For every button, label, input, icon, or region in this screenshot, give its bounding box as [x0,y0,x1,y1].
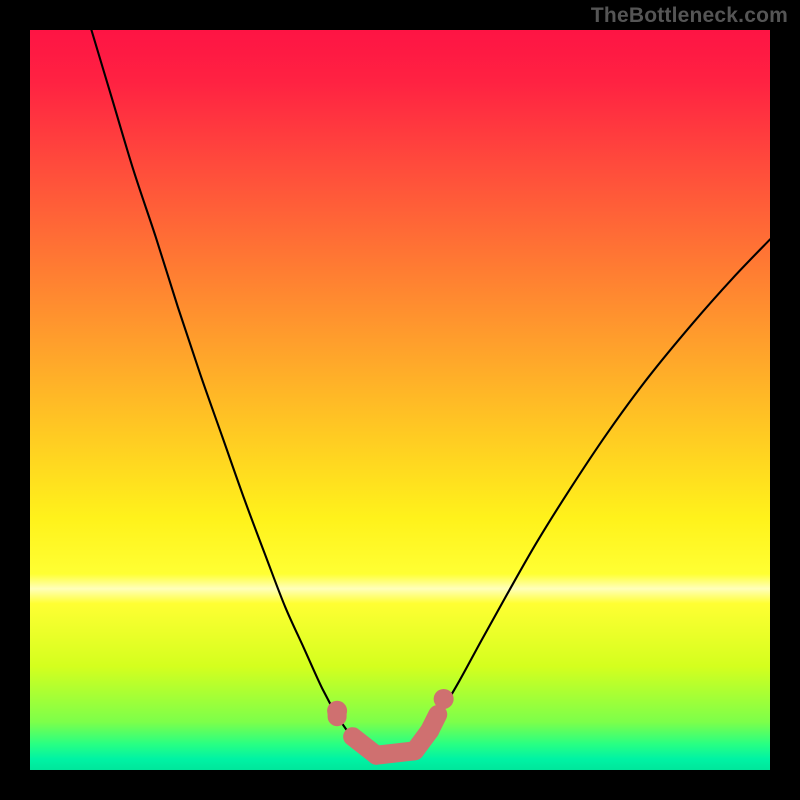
salmon-dot [327,701,347,721]
salmon-dot [434,689,454,709]
plot-gradient-background [30,30,770,770]
watermark-text: TheBottleneck.com [591,4,788,28]
bottleneck-curve-chart [0,0,800,800]
salmon-segment [430,715,438,731]
chart-stage: TheBottleneck.com [0,0,800,800]
